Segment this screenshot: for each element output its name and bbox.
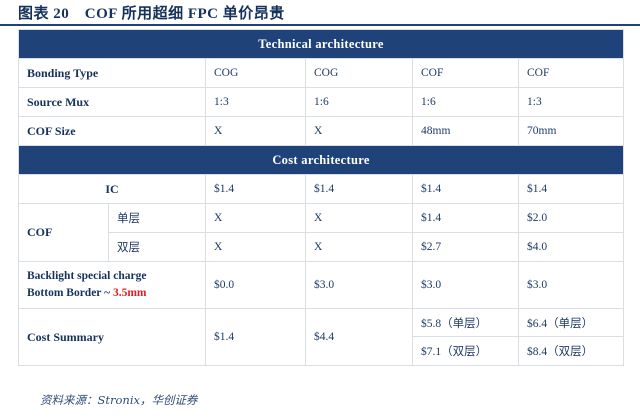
figure-title-bar: 图表 20 COF 所用超细 FPC 单价昂贵 [0, 0, 640, 24]
cell-bonding-type-col3: COF [412, 58, 519, 88]
cell-ic-col2: $1.4 [305, 174, 413, 204]
table-row-cof-double: 双层 X X $2.7 $4.0 [19, 232, 625, 262]
row-label-ic: IC [18, 174, 206, 204]
cell-bonding-type-col4: COF [517, 58, 625, 88]
cost-summary-col4-single: $6.4（单层） [519, 309, 624, 337]
table-row-ic: IC $1.4 $1.4 $1.4 $1.4 [18, 174, 625, 204]
cell-cost-summary-col3: $5.8（单层） $7.1（双层） [412, 308, 519, 366]
data-table-wrapper: Technical architecture Bonding Type COG … [17, 29, 625, 366]
cell-cof-double-col4: $4.0 [517, 232, 625, 262]
table-row-technical-header: Technical architecture [17, 29, 625, 59]
table-row-cost-summary: Cost Summary $1.4 $4.4 $5.8（单层） $7.1（双层）… [18, 308, 625, 366]
backlight-label-prefix: Bottom Border ~ [27, 287, 113, 299]
row-label-cost-summary: Cost Summary [18, 308, 206, 366]
cof-cost-table: Technical architecture Bonding Type COG … [17, 29, 625, 366]
row-label-source-mux: Source Mux [18, 87, 206, 117]
page-title: 图表 20 COF 所用超细 FPC 单价昂贵 [18, 5, 285, 22]
title-divider [0, 24, 640, 26]
backlight-label-line1: Backlight special charge [27, 270, 147, 283]
backlight-label-highlight: 3.5mm [112, 287, 147, 299]
section-header-technical: Technical architecture [17, 29, 625, 59]
table-row-cost-header: Cost architecture [17, 145, 625, 175]
row-label-bonding-type: Bonding Type [18, 58, 206, 88]
cell-cof-size-col2: X [305, 116, 413, 146]
cost-summary-col4-double: $8.4（双层） [527, 346, 594, 358]
cell-cof-single-col1: X [205, 203, 306, 233]
cell-backlight-col1: $0.0 [205, 261, 306, 309]
cost-summary-col3-double: $7.1（双层） [421, 346, 488, 358]
cell-cof-size-col3: 48mm [412, 116, 519, 146]
row-label-backlight: Backlight special charge Bottom Border ~… [18, 261, 206, 309]
section-header-cost: Cost architecture [17, 145, 625, 175]
cell-cof-single-col3: $1.4 [412, 203, 519, 233]
source-note: 资料来源：Stronix，华创证券 [40, 393, 198, 407]
row-sublabel-single-layer: 单层 [108, 203, 206, 233]
cell-ic-col4: $1.4 [517, 174, 625, 204]
table-row-cof-single: COF 单层 X X $1.4 $2.0 [18, 203, 625, 262]
table-row-backlight: Backlight special charge Bottom Border ~… [18, 261, 625, 309]
cell-source-mux-col2: 1:6 [305, 87, 413, 117]
cell-backlight-col3: $3.0 [412, 261, 519, 309]
table-row-source-mux: Source Mux 1:3 1:6 1:6 1:3 [18, 87, 625, 117]
row-label-cof-size: COF Size [18, 116, 206, 146]
cell-source-mux-col1: 1:3 [205, 87, 306, 117]
cell-cost-summary-col1: $1.4 [205, 308, 306, 366]
cell-cof-size-col4: 70mm [517, 116, 625, 146]
table-row-bonding-type: Bonding Type COG COG COF COF [18, 58, 625, 88]
cell-cof-single-col4: $2.0 [517, 203, 625, 233]
cell-bonding-type-col1: COG [205, 58, 306, 88]
cell-cof-double-col2: X [305, 232, 413, 262]
cell-source-mux-col3: 1:6 [412, 87, 519, 117]
cell-backlight-col4: $3.0 [517, 261, 625, 309]
cell-source-mux-col4: 1:3 [517, 87, 625, 117]
cell-cost-summary-col2: $4.4 [305, 308, 413, 366]
cell-cof-size-col1: X [205, 116, 306, 146]
cell-cost-summary-col4: $6.4（单层） $8.4（双层） [517, 308, 625, 366]
cell-cof-single-col2: X [305, 203, 413, 233]
cost-summary-col3-single: $5.8（单层） [413, 309, 518, 337]
cell-cof-double-col3: $2.7 [412, 232, 519, 262]
cell-backlight-col2: $3.0 [305, 261, 413, 309]
cell-bonding-type-col2: COG [305, 58, 413, 88]
cell-cof-double-col1: X [205, 232, 306, 262]
cell-ic-col1: $1.4 [205, 174, 306, 204]
backlight-label-line2: Bottom Border ~ 3.5mm [27, 285, 197, 302]
row-sublabel-double-layer: 双层 [108, 232, 206, 262]
cell-ic-col3: $1.4 [412, 174, 519, 204]
table-row-cof-size: COF Size X X 48mm 70mm [18, 116, 625, 146]
row-label-cof-group: COF [18, 203, 109, 262]
